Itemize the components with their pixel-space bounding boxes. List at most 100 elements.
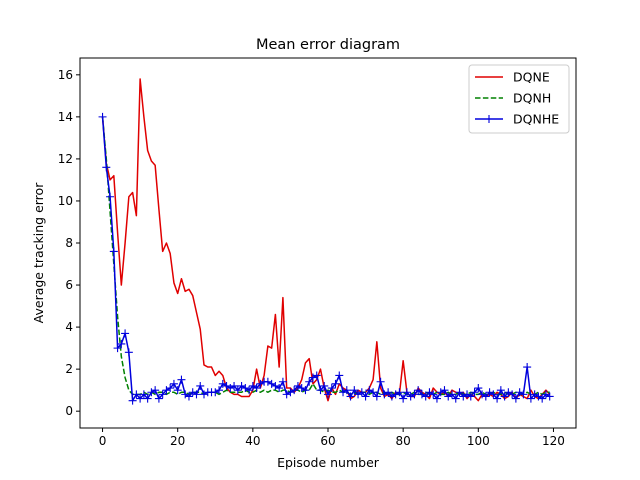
data-point-dqnhe bbox=[357, 388, 366, 397]
data-point-dqnhe bbox=[218, 379, 227, 388]
series-dqnhe bbox=[98, 112, 554, 405]
data-point-dqnhe bbox=[248, 381, 257, 390]
x-tick-label: 20 bbox=[170, 434, 185, 448]
data-point-dqnhe bbox=[380, 390, 389, 399]
data-point-dqnhe bbox=[459, 392, 468, 401]
data-point-dqnhe bbox=[196, 381, 205, 390]
data-point-dqnhe bbox=[451, 394, 460, 403]
data-point-dqnhe bbox=[466, 392, 475, 401]
data-point-dqnhe bbox=[316, 386, 325, 395]
data-point-dqnhe bbox=[339, 388, 348, 397]
data-point-dqnhe bbox=[417, 390, 426, 399]
data-point-dqnhe bbox=[158, 390, 167, 399]
data-point-dqnhe bbox=[538, 394, 547, 403]
data-point-dqnhe bbox=[267, 379, 276, 388]
data-point-dqnhe bbox=[425, 388, 434, 397]
data-point-dqnhe bbox=[485, 388, 494, 397]
legend-box bbox=[468, 64, 570, 134]
data-point-dqnhe bbox=[365, 386, 374, 395]
data-point-dqnhe bbox=[147, 388, 156, 397]
data-point-dqnhe bbox=[282, 390, 291, 399]
data-point-dqnhe bbox=[342, 386, 351, 395]
data-point-dqnhe bbox=[515, 388, 524, 397]
data-point-dqnhe bbox=[376, 377, 385, 386]
data-point-dqnhe bbox=[166, 384, 175, 393]
data-point-dqnhe bbox=[534, 392, 543, 401]
legend-label-dqne: DQNE bbox=[513, 70, 550, 85]
data-point-dqnhe bbox=[421, 392, 430, 401]
x-axis-ticks: 0 20 40 60 80 100 120 bbox=[99, 428, 565, 448]
data-point-dqnhe bbox=[448, 390, 456, 399]
data-point-dqnhe bbox=[200, 390, 208, 399]
data-point-dqnhe bbox=[252, 384, 261, 393]
data-point-dqnhe bbox=[132, 390, 141, 399]
legend-marker-dqnhe bbox=[485, 115, 493, 123]
data-point-dqnhe bbox=[278, 377, 287, 386]
data-point-dqnhe bbox=[440, 386, 449, 395]
data-point-dqnhe bbox=[113, 344, 122, 353]
data-point-dqnhe bbox=[384, 388, 393, 397]
data-point-dqnhe bbox=[530, 390, 539, 399]
data-point-dqnhe bbox=[109, 247, 118, 256]
plot-series bbox=[98, 78, 554, 405]
data-point-dqnhe bbox=[301, 386, 310, 395]
y-tick-label: 10 bbox=[58, 194, 73, 208]
data-point-dqnhe bbox=[395, 388, 404, 397]
data-point-dqnhe bbox=[211, 388, 220, 397]
legend-item-dqnh: DQNH bbox=[475, 91, 551, 106]
data-point-dqnhe bbox=[237, 381, 246, 390]
data-point-dqnhe bbox=[226, 384, 235, 393]
x-tick-label: 0 bbox=[99, 434, 107, 448]
data-point-dqnhe bbox=[511, 394, 520, 403]
data-point-dqnhe bbox=[414, 386, 423, 395]
data-point-dqnhe bbox=[162, 386, 171, 395]
data-point-dqnhe bbox=[139, 390, 148, 399]
data-point-dqnhe bbox=[286, 388, 295, 397]
data-point-dqnhe bbox=[372, 392, 381, 401]
data-point-dqnhe bbox=[305, 377, 314, 386]
y-tick-label: 4 bbox=[65, 320, 73, 334]
x-axis-label: Episode number bbox=[277, 455, 380, 470]
data-point-dqnhe bbox=[320, 381, 329, 390]
legend-label-dqnh: DQNH bbox=[513, 91, 551, 106]
data-point-dqnhe bbox=[128, 396, 137, 405]
y-tick-label: 14 bbox=[58, 110, 73, 124]
data-point-dqnhe bbox=[350, 386, 359, 395]
data-point-dqnhe bbox=[545, 392, 554, 401]
data-point-dqnhe bbox=[335, 371, 344, 380]
data-point-dqnhe bbox=[519, 390, 528, 399]
data-point-dqnhe bbox=[230, 381, 239, 390]
data-point-dqnhe bbox=[436, 388, 445, 397]
data-point-dqnhe bbox=[478, 390, 487, 399]
y-axis-label: Average tracking error bbox=[31, 182, 46, 324]
data-point-dqnhe bbox=[177, 375, 186, 384]
data-point-dqnhe bbox=[432, 394, 441, 403]
axes-frame bbox=[79, 57, 577, 429]
data-point-dqnhe bbox=[496, 386, 505, 395]
data-point-dqnhe bbox=[463, 390, 472, 399]
data-point-dqnhe bbox=[222, 381, 231, 390]
data-point-dqnhe bbox=[192, 390, 201, 399]
data-point-dqnhe bbox=[241, 384, 250, 393]
legend: DQNE DQNH DQNHE bbox=[468, 64, 570, 134]
data-point-dqnhe bbox=[474, 384, 483, 393]
data-point-dqnhe bbox=[391, 390, 400, 399]
data-point-dqnhe bbox=[541, 390, 550, 399]
x-tick-label: 100 bbox=[467, 434, 490, 448]
data-point-dqnhe bbox=[215, 386, 224, 395]
data-point-dqnhe bbox=[169, 379, 178, 388]
data-point-dqnhe bbox=[402, 388, 411, 397]
x-tick-label: 120 bbox=[542, 434, 565, 448]
y-axis-ticks: 0 2 4 6 8 10 12 14 16 bbox=[58, 68, 80, 418]
data-point-dqnhe bbox=[361, 392, 370, 401]
y-tick-label: 8 bbox=[65, 236, 73, 250]
data-point-dqnhe bbox=[117, 339, 126, 348]
data-point-dqnhe bbox=[500, 392, 509, 401]
data-point-dqnhe bbox=[523, 363, 532, 372]
legend-label-dqnhe: DQNHE bbox=[513, 112, 559, 127]
data-point-dqnhe bbox=[290, 386, 299, 395]
data-point-dqnhe bbox=[387, 392, 396, 401]
data-point-dqnhe bbox=[154, 394, 163, 403]
data-point-dqnhe bbox=[256, 379, 265, 388]
data-point-dqnhe bbox=[470, 388, 479, 397]
